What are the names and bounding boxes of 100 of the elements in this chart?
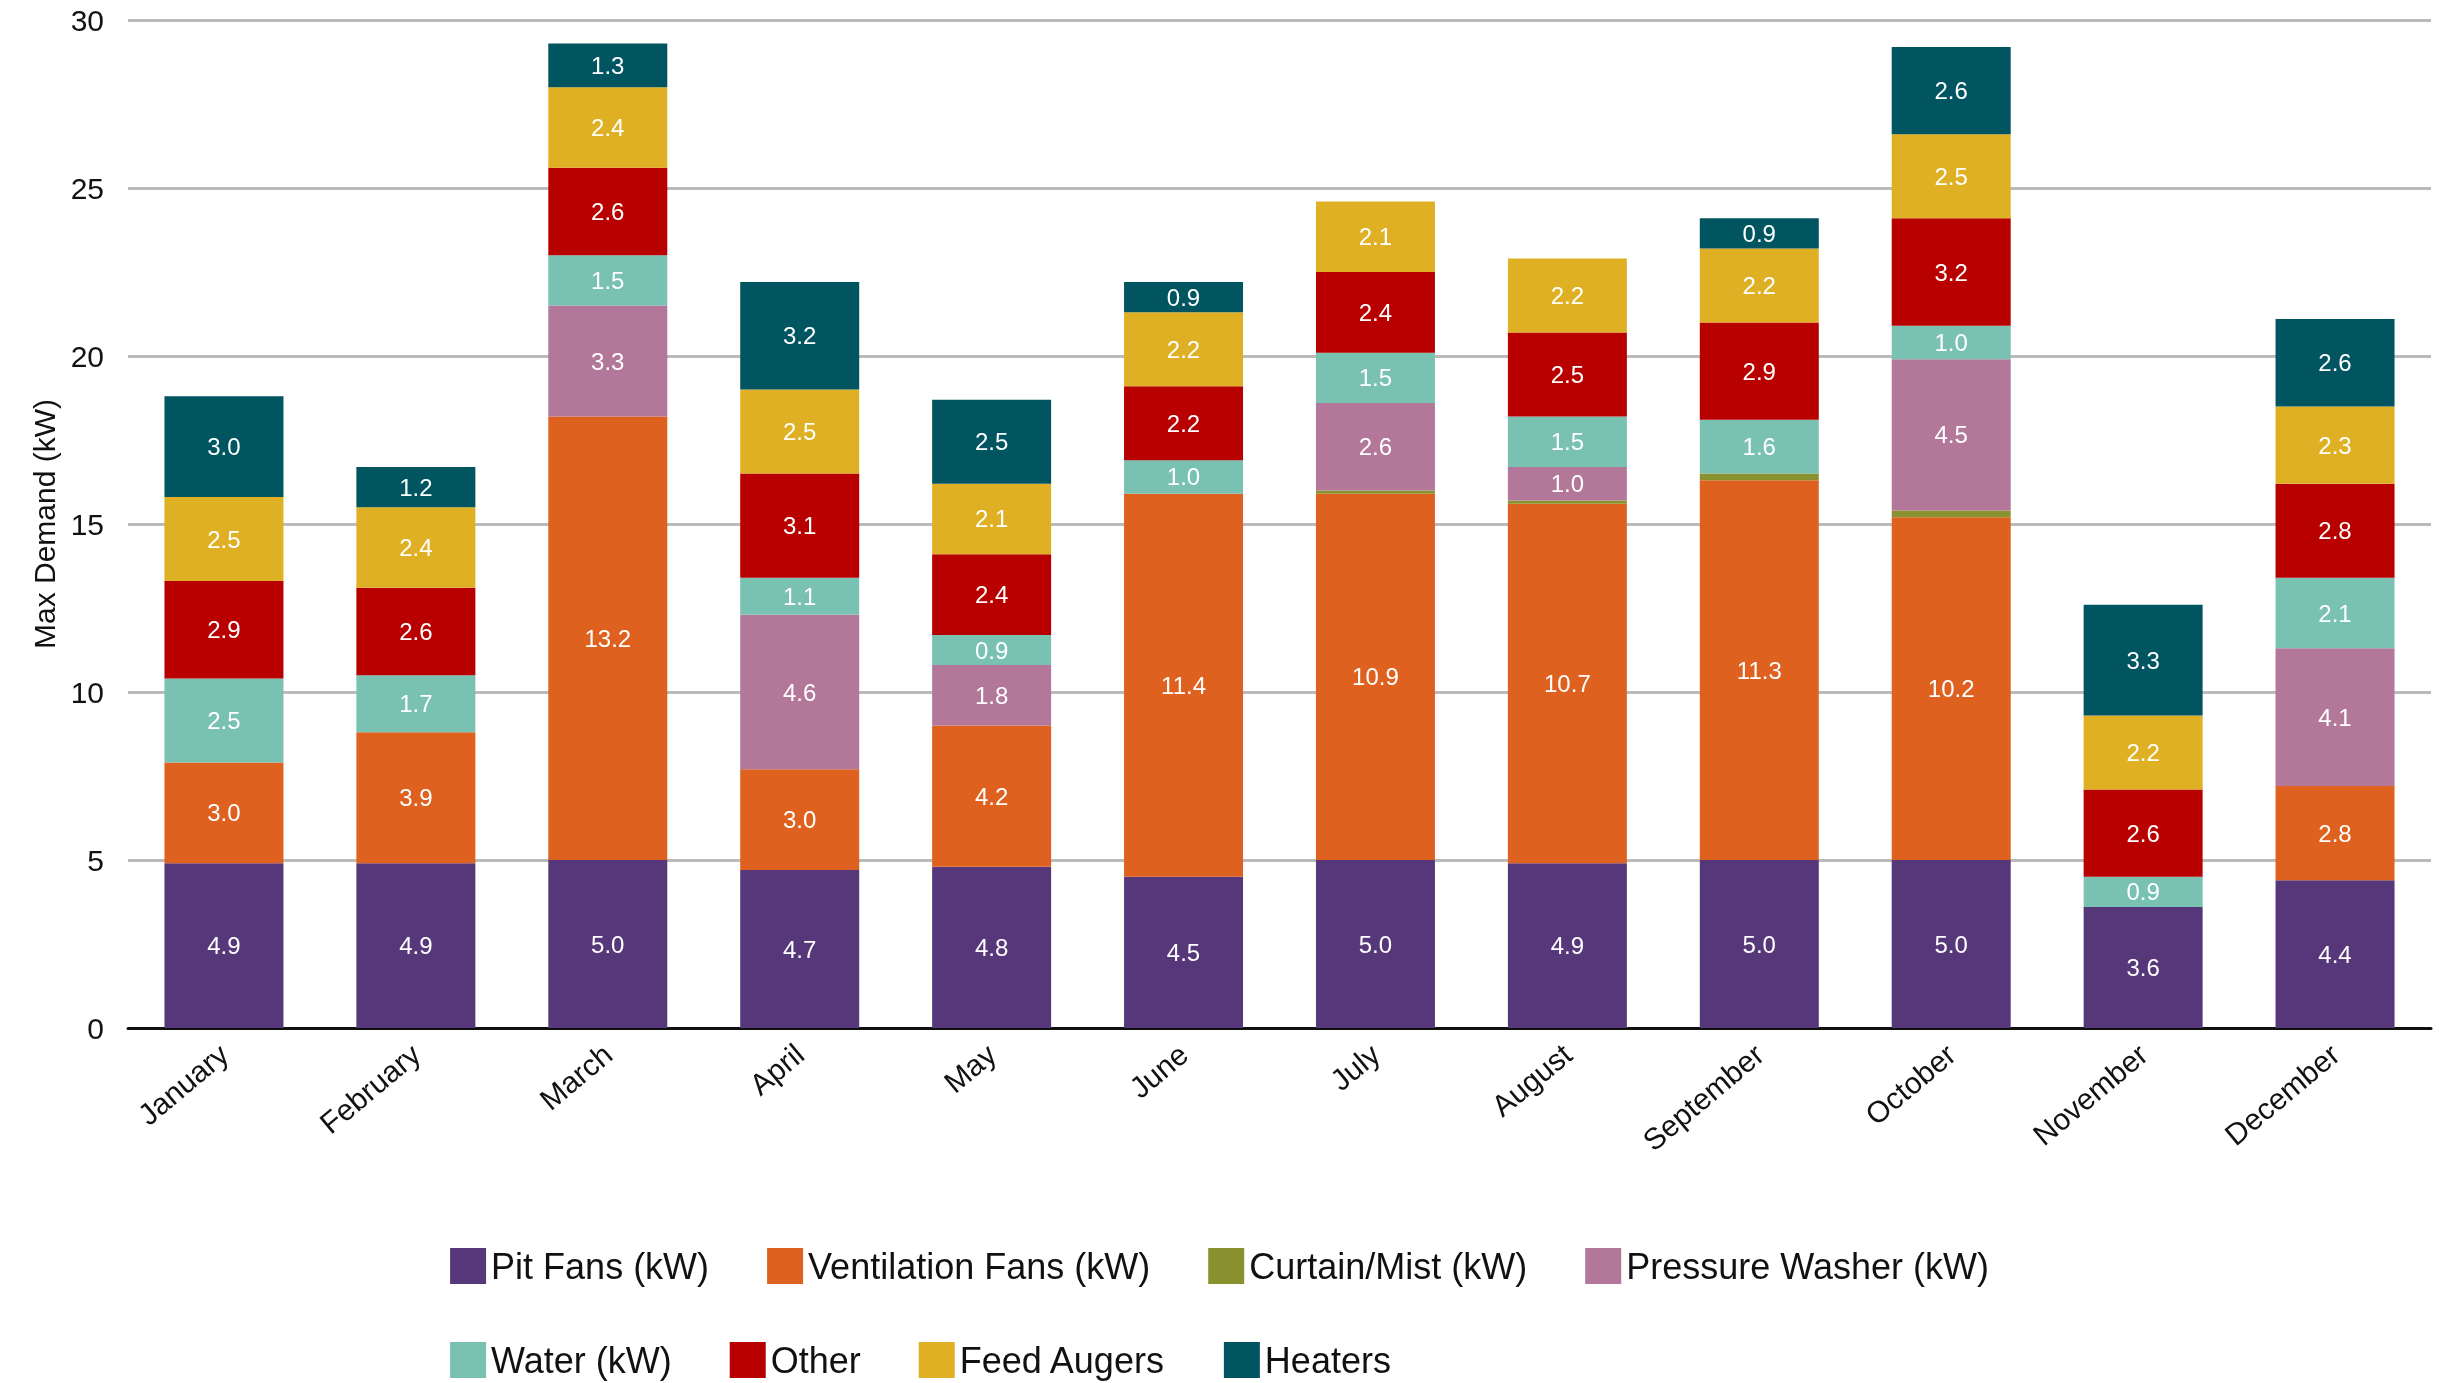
data-label: 2.2: [1166, 335, 1201, 363]
data-label: 5.0: [1358, 930, 1393, 958]
legend-label: Pressure Washer (kW): [1626, 1245, 1989, 1287]
data-label: 2.9: [1742, 357, 1776, 385]
data-label: 2.2: [1742, 271, 1776, 299]
bar: [740, 577, 860, 615]
bar: [932, 665, 1052, 726]
legend-label: Ventilation Fans (kW): [808, 1245, 1151, 1287]
data-label: 10.7: [1544, 670, 1591, 698]
bar: [740, 389, 860, 474]
data-label: 13.2: [584, 624, 632, 652]
x-tick-label: July: [1323, 1037, 1387, 1097]
y-tick-label: 25: [70, 171, 104, 205]
data-label: 0.9: [974, 636, 1009, 664]
data-label: 1.5: [591, 266, 625, 294]
bar: [1124, 460, 1244, 494]
data-label: 1.2: [399, 473, 433, 501]
data-label: 1.7: [399, 690, 433, 718]
data-label: 11.3: [1736, 656, 1782, 684]
data-label: 1.8: [974, 681, 1009, 709]
data-label: 10.2: [1927, 675, 1975, 703]
bar: [164, 678, 284, 763]
bar: [1507, 258, 1627, 333]
legend-label: Other: [770, 1339, 861, 1381]
bar: [2083, 876, 2203, 908]
bar: [1699, 480, 1819, 860]
bar: [740, 614, 860, 770]
bar: [932, 634, 1052, 666]
data-label: 3.1: [783, 512, 817, 540]
bar: [1891, 359, 2011, 511]
data-label: 5.0: [1742, 930, 1776, 958]
data-label: 2.1: [1358, 223, 1393, 251]
bar: [2275, 648, 2395, 787]
y-tick-label: 10: [70, 675, 104, 709]
y-tick-label: 0: [87, 1011, 104, 1045]
data-label: 2.6: [2126, 819, 2160, 847]
data-label: 4.5: [1166, 938, 1201, 966]
bar: [1507, 332, 1627, 417]
bar: [548, 860, 668, 1028]
data-label: 2.6: [2318, 349, 2352, 377]
bar: [548, 87, 668, 168]
data-label: 1.5: [1358, 364, 1393, 392]
bar: [1507, 416, 1627, 467]
bar: [1699, 860, 1819, 1028]
data-label: 4.6: [783, 678, 817, 706]
bar: [2083, 715, 2203, 790]
bar: [1891, 134, 2011, 219]
bar: [1315, 490, 1435, 494]
bar: [2275, 880, 2395, 1028]
bar: [1507, 500, 1627, 504]
bar: [2275, 319, 2395, 407]
data-label: 3.2: [783, 322, 817, 350]
data-label: 2.9: [207, 616, 241, 644]
bar: [1315, 403, 1435, 491]
bar: [548, 43, 668, 88]
bar: [1124, 312, 1244, 387]
data-label: 2.4: [974, 581, 1009, 609]
bar: [740, 282, 860, 390]
bar: [1315, 352, 1435, 404]
bar: [1124, 386, 1244, 461]
data-label: 0.9: [1166, 283, 1201, 311]
data-label: 2.6: [591, 198, 625, 226]
bar: [1315, 201, 1435, 272]
bar: [2083, 604, 2203, 716]
bar: [164, 863, 284, 1028]
bar: [1699, 419, 1819, 474]
data-label: 1.1: [783, 582, 817, 610]
bar: [1891, 517, 2011, 860]
bar: [932, 554, 1052, 635]
data-label: 2.5: [1550, 360, 1585, 388]
legend-label: Feed Augers: [959, 1339, 1164, 1381]
bar: [1315, 493, 1435, 860]
bar: [2275, 577, 2395, 649]
data-label: 2.2: [1550, 282, 1585, 310]
bar: [2275, 406, 2395, 484]
data-label: 1.5: [1550, 428, 1585, 456]
data-label: 4.1: [2318, 703, 2352, 731]
data-label: 2.5: [207, 707, 241, 735]
data-label: 1.0: [1166, 463, 1201, 491]
data-label: 0.9: [2126, 878, 2160, 906]
bar: [932, 866, 1052, 1028]
data-label: 3.0: [207, 799, 241, 827]
bar: [1507, 503, 1627, 864]
bar: [1124, 493, 1244, 877]
data-label: 11.4: [1161, 671, 1207, 699]
data-label: 2.5: [974, 428, 1009, 456]
data-label: 2.5: [1934, 162, 1968, 190]
y-tick-label: 5: [87, 843, 104, 877]
bar: [1891, 860, 2011, 1028]
legend-label: Heaters: [1264, 1339, 1391, 1381]
bar: [164, 581, 284, 679]
data-label: 4.8: [974, 933, 1009, 961]
bar: [740, 769, 860, 871]
data-label: 4.7: [783, 935, 817, 963]
data-label: 2.2: [1166, 409, 1201, 437]
legend-label: Curtain/Mist (kW): [1249, 1245, 1528, 1287]
bar: [2083, 907, 2203, 1028]
bar: [1699, 248, 1819, 323]
data-label: 5.0: [591, 930, 625, 958]
y-tick-label: 20: [70, 339, 104, 373]
